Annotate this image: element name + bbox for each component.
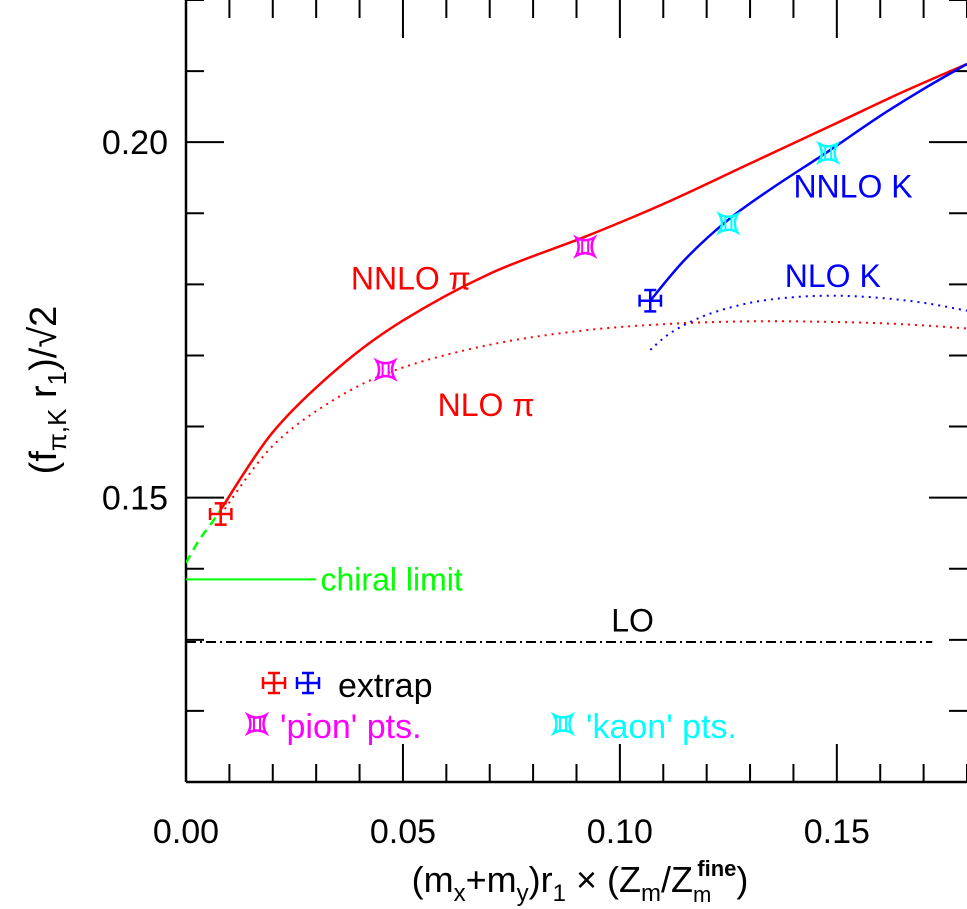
x-tick-label: 0.00 [153,813,219,851]
annotations: NNLO π NLO π NNLO K NLO K chiral limit LO [321,168,913,638]
axis-ticks [185,0,967,783]
legend-label-pion: 'pion' pts. [280,708,422,746]
legend-marker-pion [244,711,270,737]
series-line-nlo-k [649,294,967,351]
y-tick-label: 0.15 [102,480,168,518]
annotation-nlo: NLO π [438,387,535,423]
x-tick-label: 0.15 [804,813,870,851]
legend-label-kaon: 'kaon' pts. [586,708,737,746]
data-point-extrap-k [638,288,663,313]
legend-label-extrap: extrap [338,667,433,705]
series-lines [186,62,967,643]
y-axis-label: (fπ,K r1)/√2 [23,306,72,475]
tick-labels: 0.00 0.05 0.10 0.15 0.15 0.20 [102,124,870,851]
y-tick-label: 0.20 [102,124,168,162]
series-line-chiral-extrapolation [186,509,222,564]
data-point-pion [572,234,598,259]
x-tick-label: 0.10 [587,813,653,851]
annotation-lo: LO [611,603,654,639]
annotation-nnlo-k: NNLO K [793,168,912,204]
data-points [208,140,841,526]
x-tick-label: 0.05 [370,813,436,851]
annotation-nnlo: NNLO π [351,261,471,297]
series-line-nnlo-k [649,62,967,302]
data-point-kaon [815,140,841,166]
annotation-nlo-k: NLO K [785,258,881,294]
annotation-chiral-limit: chiral limit [321,561,463,597]
data-point-pion [373,357,398,382]
legend: extrap'pion' pts. 'kaon' pts. [244,667,737,746]
legend-marker-kaon [550,711,576,737]
legend-marker-extrap-blue [295,671,321,695]
data-point-extrap- [208,502,233,526]
series-line-nnlo [219,62,967,511]
data-point-kaon [716,211,741,236]
legend-marker-extrap-red [261,671,287,695]
series-line-nlo [219,320,967,516]
x-axis-label: (mx+my)r1 × (Zm/Zmfine) [412,856,749,907]
